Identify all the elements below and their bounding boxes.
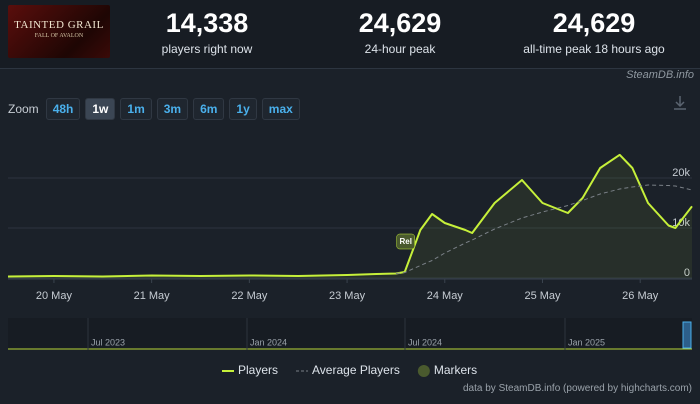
series-line [7,153,693,278]
zoom-button[interactable]: 3m [156,98,189,120]
header: TAINTED GRAIL FALL OF AVALON 14,338 playe… [0,0,700,69]
y-tick-label: 20k [672,167,690,179]
zoom-label: Zoom [8,102,39,116]
zoom-button[interactable]: 1y [229,98,257,120]
stat-label: 24-hour peak [364,42,436,56]
legend-label[interactable]: Average Players [312,363,400,377]
legend-symbol [417,365,430,377]
zoom-button[interactable]: max [261,98,300,120]
stat-label: players right now [161,42,253,56]
stat: 24,629 24-hour peak [300,6,500,56]
y-tick-label: 0 [684,267,690,279]
game-subtitle: FALL OF AVALON [34,33,84,39]
zoom-button[interactable]: 1w [85,98,116,120]
x-tick-label: 23 May [329,290,366,302]
x-tick-label: 25 May [524,290,561,302]
x-tick-label: 20 May [36,290,73,302]
x-tick-label: 21 May [134,290,171,302]
zoom-bar: Zoom 48h 1w 1m 3m 6m 1y max [8,98,300,120]
zoom-button[interactable]: 6m [193,98,225,120]
marker-label: Rel [399,237,411,246]
series-area [8,154,692,278]
game-title: TAINTED GRAIL [14,19,104,31]
marker [396,233,415,250]
x-tick-label: 24 May [427,290,464,302]
navigator-label: Jan 2025 [568,337,605,347]
legend-label[interactable]: Markers [434,363,477,377]
series-line [395,184,693,274]
credits[interactable]: data by SteamDB.info (powered by highcha… [463,383,692,394]
stat: 14,338 players right now [107,6,307,56]
navigator[interactable] [8,318,692,350]
legend-label[interactable]: Players [238,363,278,377]
stat: 24,629 all-time peak 18 hours ago [494,6,694,56]
x-tick-label: 22 May [231,290,268,302]
stat-value: 24,629 [358,8,442,38]
zoom-button[interactable]: 1m [120,98,152,120]
navigator-label: Jan 2024 [250,337,287,347]
download-icon[interactable] [674,96,686,110]
game-logo[interactable]: TAINTED GRAIL FALL OF AVALON [8,5,110,58]
navigator-handle[interactable] [682,321,692,349]
stat-value: 14,338 [165,8,249,38]
zoom-button[interactable]: 48h [45,98,81,120]
x-tick-label: 26 May [622,290,659,302]
brand[interactable]: SteamDB.info [626,69,694,81]
stat-value: 24,629 [552,8,636,38]
stat-label: all-time peak 18 hours ago [523,42,665,56]
navigator-label: Jul 2024 [408,337,442,347]
navigator-label: Jul 2023 [91,337,125,347]
